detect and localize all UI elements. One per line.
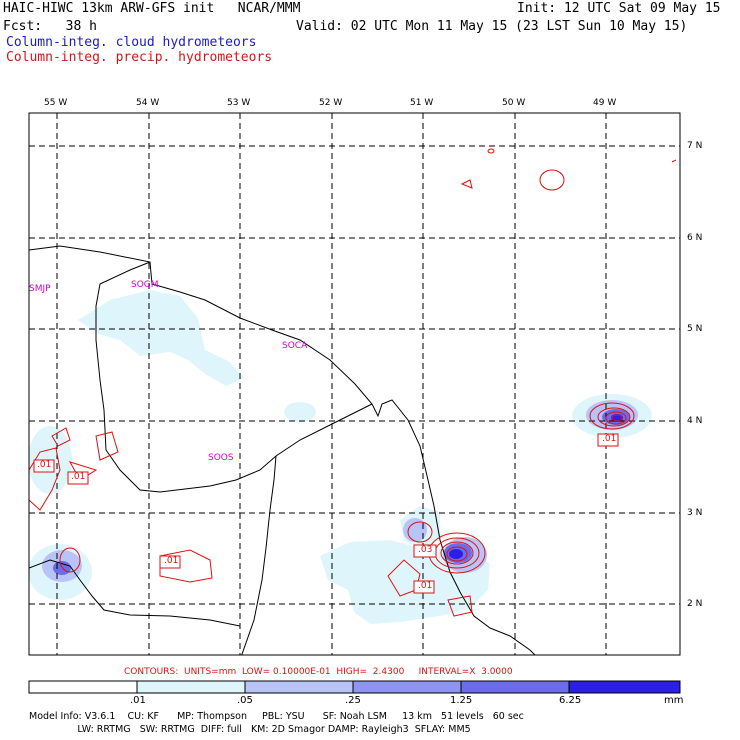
lon-label-55w: 55 W xyxy=(44,98,68,108)
station-soos: SOOS xyxy=(208,453,234,463)
precip-contours xyxy=(29,148,677,617)
cloud-shading xyxy=(29,290,652,624)
init-time: Init: 12 UTC Sat 09 May 15 xyxy=(517,1,721,16)
lat-lon-grid xyxy=(29,113,680,655)
colorbar xyxy=(28,680,681,694)
contour-label: .01 xyxy=(71,472,86,482)
contour-info: CONTOURS: UNITS=mm LOW= 0.10000E-01 HIGH… xyxy=(124,667,513,677)
station-sogm: SOGM xyxy=(131,280,159,290)
lon-label-53w: 53 W xyxy=(227,98,251,108)
contour-label: .01 xyxy=(418,581,433,591)
lon-label-54w: 54 W xyxy=(136,98,160,108)
lat-label-2n: 2 N xyxy=(687,599,703,609)
map-frame xyxy=(28,112,681,656)
contour-label: .03 xyxy=(418,545,433,555)
lon-label-51w: 51 W xyxy=(410,98,434,108)
contour-label: .01 xyxy=(164,556,179,566)
colorbar-tick: 6.25 xyxy=(559,695,582,706)
contour-label-boxes xyxy=(33,433,619,594)
colorbar-unit: mm xyxy=(664,695,684,706)
lat-label-5n: 5 N xyxy=(687,324,703,334)
lon-label-52w: 52 W xyxy=(319,98,343,108)
contour-label: .01 xyxy=(37,460,52,470)
valid-time: Valid: 02 UTC Mon 11 May 15 (23 LST Sun … xyxy=(296,19,688,34)
forecast-hour: Fcst: 38 h xyxy=(3,19,97,34)
lat-label-6n: 6 N xyxy=(687,233,703,243)
cloud-field-label: Column-integ. cloud hydrometeors xyxy=(6,35,257,50)
lon-label-50w: 50 W xyxy=(502,98,526,108)
model-info-line1: Model Info: V3.6.1 CU: KF MP: Thompson P… xyxy=(29,711,524,722)
colorbar-tick: .05 xyxy=(237,695,253,706)
lat-label-4n: 4 N xyxy=(687,416,703,426)
colorbar-tick: .25 xyxy=(345,695,361,706)
header-title: HAIC-HIWC 13km ARW-GFS init NCAR/MMM xyxy=(3,1,301,16)
station-soca: SOCA xyxy=(282,341,308,351)
contour-label: .01 xyxy=(602,434,617,444)
lat-label-7n: 7 N xyxy=(687,141,703,151)
colorbar-tick: 1.25 xyxy=(450,695,473,706)
coastline xyxy=(29,245,536,655)
precip-field-label: Column-integ. precip. hydrometeors xyxy=(6,50,273,65)
station-smjp: SMJP xyxy=(29,284,51,294)
lat-label-3n: 3 N xyxy=(687,508,703,518)
model-info-line2: LW: RRTMG SW: RRTMG DIFF: full KM: 2D Sm… xyxy=(29,724,471,735)
lon-label-49w: 49 W xyxy=(593,98,617,108)
colorbar-tick: .01 xyxy=(130,695,146,706)
